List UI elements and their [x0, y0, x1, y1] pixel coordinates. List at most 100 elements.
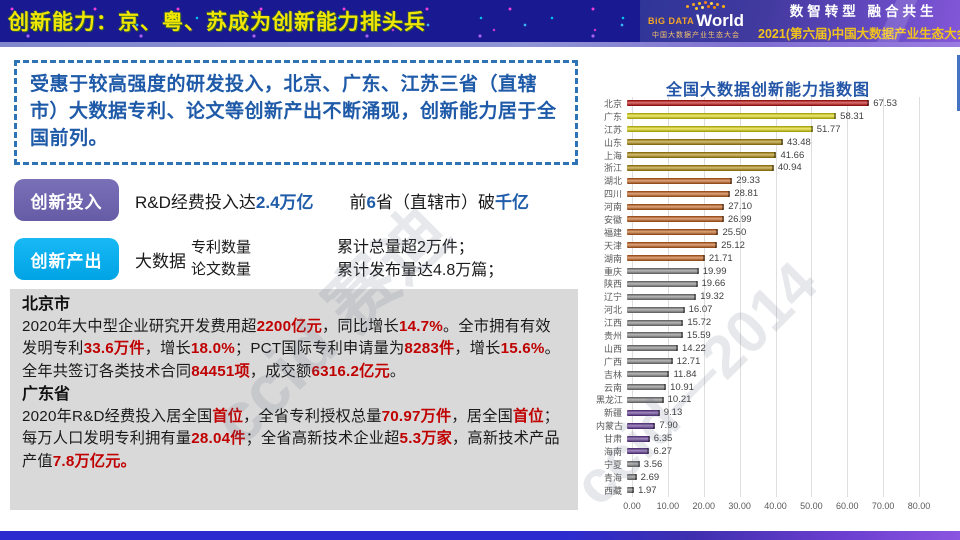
highlight-text: 首位: [512, 407, 544, 425]
bar-area: 15.72: [627, 317, 914, 328]
bar-area: 29.33: [627, 175, 914, 186]
axis-tick-label: 60.00: [835, 501, 859, 511]
highlight-text: 6316.2亿元: [311, 363, 390, 381]
value-label: 7.90: [659, 420, 678, 432]
bar: [627, 332, 683, 339]
chart-row: 海南 6.27: [596, 445, 950, 458]
text-segment: ；全省高新技术企业超: [245, 430, 400, 448]
header-slogans: 数智转型 融合共生 2021(第六届)中国大数据产业生态大会: [758, 0, 960, 42]
value-label: 29.33: [736, 175, 760, 187]
bar-area: 6.35: [627, 433, 914, 444]
chart-row: 广西 12.71: [596, 355, 950, 368]
bar: [627, 371, 670, 378]
category-label: 甘肃: [603, 434, 622, 445]
value-label: 40.94: [777, 162, 802, 174]
value-label: 15.59: [686, 329, 711, 341]
bar: [627, 319, 684, 326]
axis-tick-label: 10.00: [656, 501, 680, 511]
value-label: 14.22: [682, 342, 706, 354]
bar-area: 12.71: [627, 356, 914, 367]
province-detail-box: 北京市 2020年大中型企业研究开发费用超2200亿元，同比增长14.7%。全市…: [10, 289, 578, 510]
chart-row: 云南 10.91: [596, 381, 950, 394]
value-label: 67.53: [873, 97, 898, 109]
category-label: 海南: [603, 447, 622, 457]
value-label: 25.12: [721, 239, 745, 251]
value-label: 28.81: [734, 188, 759, 200]
value-label: 6.35: [653, 433, 673, 445]
chart-row: 吉林 11.84: [596, 368, 950, 381]
grid-line: [739, 97, 741, 497]
header-brand-area: BiG DATA World 中国大数据产业生态大会 数智转型 融合共生 2021…: [640, 0, 960, 42]
chart-row: 山西 14.22: [596, 342, 950, 355]
value-label: 6.27: [653, 445, 672, 457]
bar: [627, 229, 719, 236]
category-label: 河南: [603, 202, 622, 213]
bar-area: 19.99: [627, 266, 914, 277]
paper-count-label: 论文数量: [191, 261, 252, 279]
bar-area: 11.84: [627, 369, 914, 380]
value-label: 19.99: [702, 265, 727, 277]
value-label: 43.48: [786, 136, 811, 148]
chart-row: 北京 67.53: [596, 97, 950, 110]
value-label: 10.91: [670, 381, 694, 393]
category-label: 河北: [603, 305, 622, 316]
bar-area: 43.48: [627, 137, 914, 148]
paper-total-text: 累计发布量达4.8万篇；: [337, 262, 504, 280]
text-segment: R&D经费投入达: [135, 192, 256, 212]
category-label: 西藏: [603, 485, 622, 496]
chart-title: 全国大数据创新能力指数图: [665, 82, 870, 99]
chart-row: 河南 27.10: [596, 200, 950, 213]
innovation-input-badge: 创新投入: [14, 179, 119, 221]
innovation-index-chart: 北京 67.53 广东 58.31 江苏 51.77 山东 43.48 上海 41.66 浙江 40.…: [596, 97, 950, 522]
bar: [627, 268, 699, 275]
category-label: 广东: [603, 111, 622, 122]
bar: [627, 255, 705, 262]
value-label: 1.97: [638, 484, 657, 496]
output-results: 累计总量超2万件； 累计发布量达4.8万篇；: [337, 236, 503, 282]
category-label: 上海: [603, 150, 622, 161]
bar-area: 15.59: [627, 330, 914, 341]
text-segment: 。: [389, 363, 406, 381]
grid-line: [883, 97, 885, 497]
grid-line: [919, 97, 920, 497]
guangdong-section-title: 广东省: [22, 385, 71, 403]
chart-row: 江苏 51.77: [596, 123, 950, 136]
chart-row: 贵州 15.59: [596, 329, 950, 342]
text-segment: ，全省专利授权总量: [243, 407, 382, 425]
category-label: 安徽: [603, 214, 622, 225]
bar-area: 10.21: [627, 394, 914, 405]
chart-row: 新疆 9.13: [596, 406, 950, 419]
highlight-text: 5.3万家: [399, 430, 453, 448]
chart-row: 陕西 19.66: [596, 277, 950, 290]
value-label: 19.66: [701, 278, 726, 290]
category-label: 山东: [603, 137, 622, 148]
chart-row: 重庆 19.99: [596, 265, 950, 278]
intro-callout-box: 受惠于较高强度的研发投入，北京、广东、江苏三省（直辖市）大数据专利、论文等创新产…: [14, 60, 578, 165]
text-segment: 2020年大中型企业研究开发费用超: [22, 317, 257, 335]
slogan-text: 数智转型 融合共生: [789, 4, 938, 19]
bar: [627, 409, 660, 416]
value-label: 16.07: [688, 304, 713, 316]
category-label: 贵州: [603, 330, 622, 341]
text-segment: 前: [349, 192, 367, 212]
text-segment: ，高新技术产品产值: [22, 430, 560, 471]
category-label: 天津: [603, 240, 622, 251]
highlight-text: 15.6%: [500, 340, 545, 358]
text-segment: ，成交额: [249, 363, 312, 381]
bar-area: 1.97: [627, 485, 914, 496]
value-label: 51.77: [816, 123, 841, 135]
value-label: 21.71: [708, 252, 733, 264]
value-label: 2.69: [640, 471, 660, 483]
value-label: 41.66: [780, 149, 805, 161]
highlight-text: 2200亿元: [256, 317, 322, 335]
right-edge-accent: [957, 55, 960, 111]
axis-tick-label: 40.00: [764, 501, 787, 511]
bar: [627, 474, 637, 481]
highlight-text: 7.8万亿元。: [52, 453, 137, 471]
bottom-accent-bar: [0, 531, 960, 540]
bar: [627, 126, 813, 133]
bar: [627, 293, 697, 300]
category-label: 云南: [603, 382, 622, 393]
axis-tick-label: 50.00: [800, 501, 823, 511]
highlight-text: 70.97万件: [381, 407, 452, 425]
